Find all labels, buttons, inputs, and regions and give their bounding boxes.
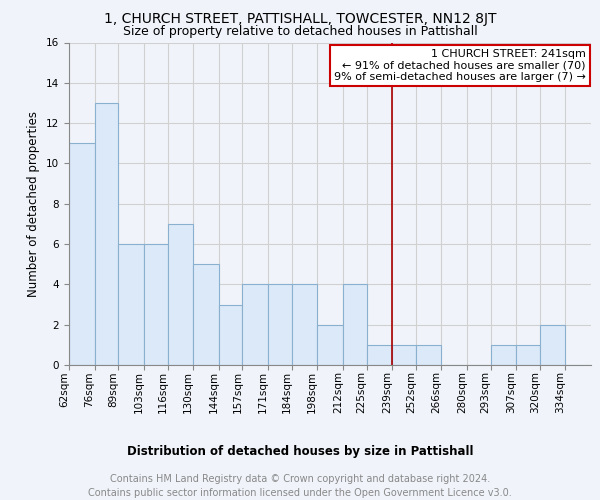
Bar [95, 103, 118, 365]
Text: 1 CHURCH STREET: 241sqm
← 91% of detached houses are smaller (70)
9% of semi-det: 1 CHURCH STREET: 241sqm ← 91% of detache… [334, 49, 586, 82]
Text: 1, CHURCH STREET, PATTISHALL, TOWCESTER, NN12 8JT: 1, CHURCH STREET, PATTISHALL, TOWCESTER,… [104, 12, 496, 26]
Bar [268, 284, 292, 365]
Bar [144, 244, 167, 365]
Bar [392, 345, 416, 365]
Y-axis label: Number of detached properties: Number of detached properties [28, 111, 40, 296]
Bar [167, 224, 193, 365]
Text: Contains HM Land Registry data © Crown copyright and database right 2024.
Contai: Contains HM Land Registry data © Crown c… [88, 474, 512, 498]
Bar [69, 144, 95, 365]
Text: Distribution of detached houses by size in Pattishall: Distribution of detached houses by size … [127, 444, 473, 458]
Bar [416, 345, 442, 365]
Bar [491, 345, 516, 365]
Bar [292, 284, 317, 365]
Bar [343, 284, 367, 365]
Bar [367, 345, 392, 365]
Text: Size of property relative to detached houses in Pattishall: Size of property relative to detached ho… [122, 25, 478, 38]
Bar [218, 304, 242, 365]
Bar [540, 324, 565, 365]
Bar [242, 284, 268, 365]
Bar [317, 324, 343, 365]
Bar [118, 244, 144, 365]
Bar [516, 345, 540, 365]
Bar [193, 264, 218, 365]
